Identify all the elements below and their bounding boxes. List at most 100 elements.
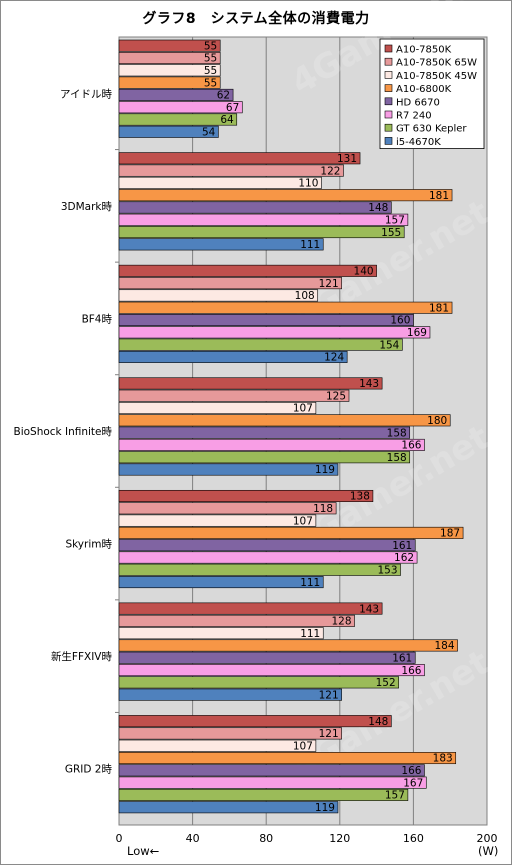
bar	[118, 377, 383, 390]
x-tick-label: 120	[329, 832, 350, 845]
legend-entry: A10-7850K 65W	[396, 58, 477, 69]
bar	[118, 113, 238, 126]
bar	[118, 727, 342, 740]
bar	[118, 338, 403, 351]
data-label: 184	[435, 640, 455, 652]
data-label: 62	[217, 90, 230, 102]
bar	[118, 602, 383, 615]
data-label: 124	[324, 352, 344, 364]
bar	[118, 101, 243, 114]
data-label: 111	[300, 628, 320, 640]
chart-title: グラフ8 システム全体の消費電力	[142, 11, 370, 27]
data-label: 107	[293, 740, 313, 752]
bar	[118, 389, 350, 402]
low-label: Low←	[127, 844, 159, 858]
category-label: BF4時	[82, 313, 113, 325]
data-label: 125	[326, 390, 346, 402]
bar	[118, 801, 339, 814]
data-label: 152	[376, 677, 396, 689]
data-label: 148	[368, 202, 388, 214]
data-label: 180	[427, 415, 447, 427]
data-label: 55	[204, 65, 217, 77]
legend-swatch	[384, 57, 393, 66]
bar	[118, 639, 458, 652]
legend-entry: i5-4670K	[396, 137, 441, 148]
bar	[118, 651, 416, 664]
data-label: 128	[331, 616, 351, 628]
bar	[118, 326, 431, 339]
legend-entry: A10-6800K	[396, 84, 452, 95]
bar	[118, 438, 425, 451]
data-label: 158	[387, 427, 407, 439]
bar	[118, 627, 324, 640]
bar	[118, 238, 324, 251]
data-label: 157	[385, 790, 405, 802]
bar	[118, 614, 355, 627]
data-label: 118	[313, 503, 333, 515]
bar	[118, 189, 453, 202]
legend-swatch	[384, 123, 393, 132]
data-label: 121	[319, 689, 339, 701]
bar	[118, 76, 221, 89]
bar	[118, 539, 416, 552]
data-label: 54	[202, 127, 216, 139]
category-label: GRID 2時	[65, 764, 113, 776]
data-label: 64	[220, 114, 234, 126]
bar	[118, 64, 221, 77]
data-label: 122	[320, 165, 340, 177]
legend-entry: GT 630 Kepler	[396, 124, 467, 135]
bar	[118, 176, 322, 189]
legend-entry: A10-7850K 45W	[396, 71, 477, 82]
data-label: 110	[298, 178, 318, 190]
data-label: 181	[429, 190, 449, 202]
data-label: 157	[385, 214, 405, 226]
bar	[118, 563, 401, 576]
bar	[118, 715, 392, 728]
data-label: 143	[359, 378, 379, 390]
data-label: 161	[392, 652, 412, 664]
bar	[118, 688, 342, 701]
x-tick-label: 40	[186, 832, 200, 845]
data-label: 167	[403, 777, 423, 789]
data-label: 160	[390, 315, 410, 327]
bar	[118, 576, 324, 589]
data-label: 140	[354, 266, 374, 278]
bar	[118, 402, 317, 415]
legend-entry: HD 6670	[396, 97, 440, 108]
bar	[118, 551, 418, 564]
bar	[118, 226, 405, 239]
data-label: 107	[293, 515, 313, 527]
bar	[118, 88, 234, 101]
legend	[379, 38, 485, 149]
legend-swatch	[384, 44, 393, 53]
data-label: 108	[295, 290, 315, 302]
data-label: 121	[319, 728, 339, 740]
data-label: 55	[204, 77, 217, 89]
bar	[118, 451, 411, 464]
legend-entry: R7 240	[396, 111, 432, 122]
bar	[118, 414, 451, 427]
bar	[118, 502, 337, 515]
data-label: 155	[381, 227, 401, 239]
data-label: 161	[392, 540, 412, 552]
category-label: Skyrim時	[65, 539, 112, 551]
category-label: 新生FFXIV時	[51, 650, 113, 663]
data-label: 187	[440, 528, 460, 540]
data-label: 67	[226, 102, 239, 114]
legend-swatch	[384, 137, 393, 145]
bar	[118, 426, 411, 439]
data-label: 158	[387, 452, 407, 464]
bar	[118, 164, 344, 177]
bar	[118, 125, 219, 138]
x-tick-label: 160	[403, 832, 424, 845]
data-label: 119	[315, 464, 335, 476]
category-label: BioShock Infinite時	[14, 426, 113, 438]
data-label: 166	[401, 765, 421, 777]
bar	[118, 676, 399, 689]
bar	[118, 39, 221, 52]
data-label: 111	[300, 239, 320, 251]
legend-entry: A10-7850K	[396, 45, 452, 56]
data-label: 166	[401, 440, 421, 452]
bar	[118, 526, 464, 539]
